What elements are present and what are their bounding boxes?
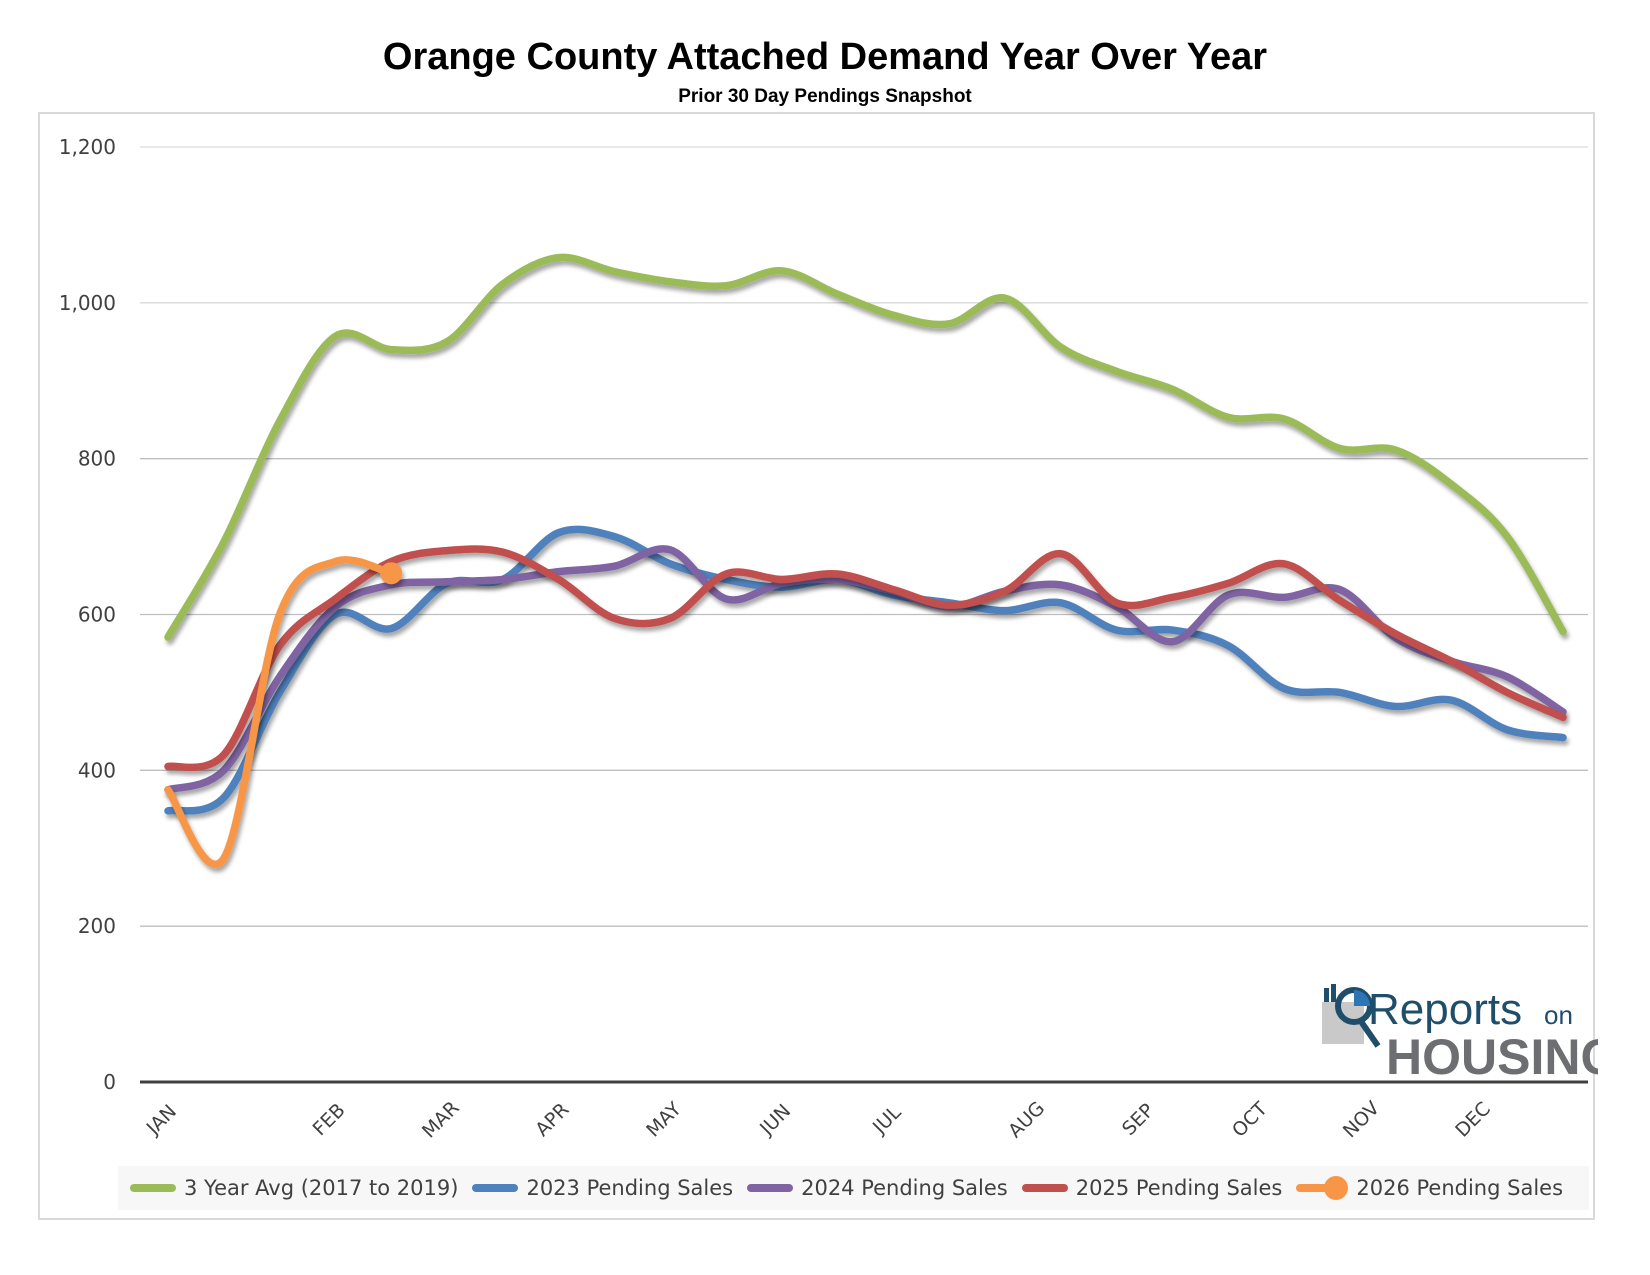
data-point-marker xyxy=(380,562,403,585)
chart-title: Orange County Attached Demand Year Over … xyxy=(382,36,1268,78)
logo-graphic: Reports on HOUSING xyxy=(1322,984,1619,1085)
series-2024-pending-sales xyxy=(164,545,1567,794)
legend-label: 2026 Pending Sales xyxy=(1356,1176,1564,1200)
series-line xyxy=(164,253,1567,641)
magnifier-handle-icon xyxy=(1357,1018,1381,1048)
logo-pie-icon xyxy=(1354,990,1370,1006)
legend-item: 3 Year Avg (2017 to 2019) xyxy=(130,1176,458,1200)
legend-label: 3 Year Avg (2017 to 2019) xyxy=(184,1176,459,1200)
logo-bar-icon xyxy=(1331,984,1336,1002)
logo-on-text: on xyxy=(1544,1000,1573,1030)
series-2026-pending-sales xyxy=(164,556,403,868)
x-tick-label: JAN xyxy=(142,1100,181,1139)
x-axis-ticks: JAN FEB MAR APR MAY JUN JUL AUG SEP OCT NOV DEC xyxy=(142,1097,1495,1143)
x-tick-label: OCT xyxy=(1228,1098,1272,1142)
legend-swatch xyxy=(130,1184,176,1192)
chart-frame xyxy=(38,112,1595,1220)
gridlines xyxy=(140,146,1588,927)
series-lines xyxy=(164,253,1567,868)
x-tick-label: AUG xyxy=(1004,1097,1049,1142)
y-tick-label: 600 xyxy=(78,603,116,627)
series-line xyxy=(164,556,395,868)
legend-item: 2024 Pending Sales xyxy=(747,1176,1008,1200)
reports-on-housing-logo: Reports on HOUSING xyxy=(1318,980,1619,1085)
legend-item: 2023 Pending Sales xyxy=(472,1176,733,1200)
x-tick-label: APR xyxy=(531,1099,573,1141)
x-tick-label: JUN xyxy=(755,1100,795,1140)
x-tick-label: DEC xyxy=(1451,1098,1495,1142)
legend-swatch xyxy=(1021,1184,1068,1192)
legend-swatch xyxy=(472,1184,519,1192)
legend-label: 2024 Pending Sales xyxy=(801,1176,1008,1200)
series-2025-pending-sales xyxy=(164,545,1567,772)
series-3-year-avg-2017-to-2019- xyxy=(164,253,1567,641)
series-line xyxy=(164,545,1567,794)
logo-housing-text: HOUSING xyxy=(1386,1029,1598,1080)
x-tick-label: JUL xyxy=(868,1101,906,1139)
y-tick-label: 800 xyxy=(78,447,116,471)
logo-reports-text: Reports xyxy=(1368,985,1522,1034)
x-tick-label: NOV xyxy=(1339,1097,1384,1142)
y-tick-label: 1,000 xyxy=(59,291,116,315)
y-tick-label: 200 xyxy=(78,914,116,938)
legend-swatch xyxy=(747,1184,794,1192)
x-tick-label: SEP xyxy=(1118,1099,1159,1140)
chart-subtitle: Prior 30 Day Pendings Snapshot xyxy=(678,86,972,107)
legend-label: 2023 Pending Sales xyxy=(526,1176,734,1200)
legend-item: 2026 Pending Sales xyxy=(1296,1176,1563,1200)
y-tick-label: 1,200 xyxy=(59,135,116,159)
legend-label: 2025 Pending Sales xyxy=(1075,1176,1283,1200)
y-tick-label: 0 xyxy=(103,1070,116,1094)
logo-bar-icon xyxy=(1324,988,1329,1002)
legend-marker-icon xyxy=(1324,1176,1349,1200)
legend-swatch xyxy=(1296,1176,1349,1200)
y-tick-label: 400 xyxy=(78,758,116,782)
x-tick-label: MAY xyxy=(642,1098,686,1142)
legend-item: 2025 Pending Sales xyxy=(1021,1176,1283,1200)
chart-legend: 3 Year Avg (2017 to 2019) 2023 Pending Sa… xyxy=(118,1166,1590,1210)
series-line xyxy=(164,545,1567,772)
x-tick-label: MAR xyxy=(418,1097,464,1143)
y-axis-ticks: 0 200 400 600 800 1,000 1,200 xyxy=(59,135,116,1094)
x-tick-label: FEB xyxy=(309,1099,350,1140)
